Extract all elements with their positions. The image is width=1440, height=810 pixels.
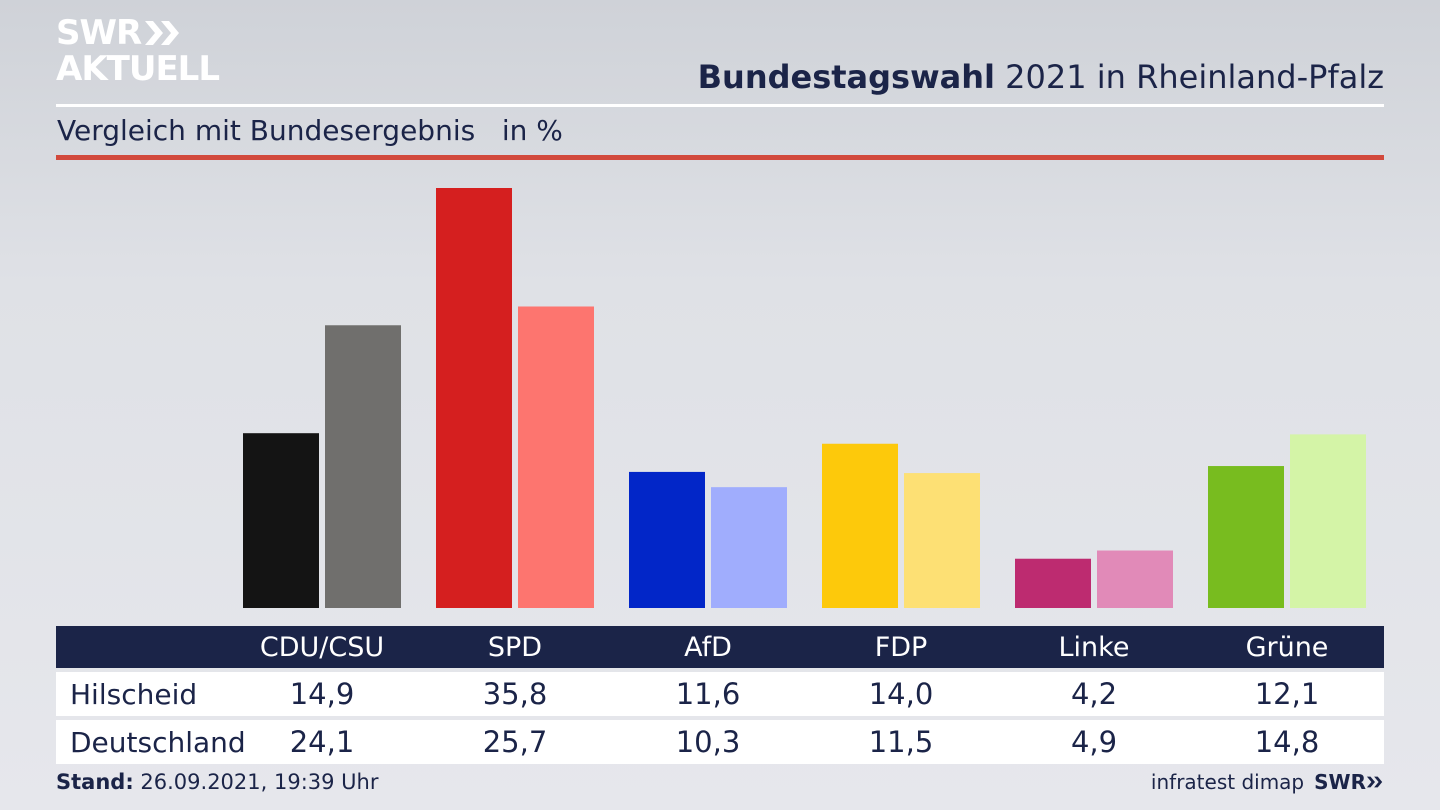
value-cell: 35,8	[482, 677, 548, 711]
swr-aktuell-logo: SWR AKTUELL	[56, 13, 220, 89]
accent-divider	[56, 155, 1384, 160]
value-cell: 4,2	[1070, 677, 1118, 711]
source-label: infratest dimap	[1150, 770, 1305, 794]
category-label: FDP	[874, 631, 928, 663]
value-cell: 4,9	[1070, 725, 1118, 759]
logo-aktuell-text: AKTUELL	[56, 49, 220, 89]
bar-fdp-hilscheid	[822, 443, 898, 608]
header-divider	[56, 104, 1384, 107]
bar-linke-deutschland	[1097, 550, 1173, 608]
chart-subtitle: Vergleich mit Bundesergebnis in %	[57, 114, 563, 147]
table-header: CDU/CSU SPD AfD FDP Linke Grüne	[56, 626, 1384, 668]
value-cell: 14,9	[289, 677, 355, 711]
bar-gr-ne-deutschland	[1290, 434, 1366, 608]
value-cell: 14,0	[868, 677, 934, 711]
title-rest: 2021 in Rheinland-Pfalz	[995, 58, 1384, 96]
bar-linke-hilscheid	[1015, 558, 1091, 608]
stand-value: 26.09.2021, 19:39 Uhr	[133, 770, 379, 794]
title-bold: Bundestagswahl	[697, 58, 995, 96]
footer-swr-text: SWR	[1314, 770, 1366, 794]
value-cell: 10,3	[675, 725, 741, 759]
row-label-deutschland: Deutschland	[70, 725, 246, 759]
bar-cdu-csu-deutschland	[325, 325, 401, 608]
value-cell: 24,1	[289, 725, 355, 759]
double-chevron-icon	[145, 21, 180, 45]
bar-afd-deutschland	[711, 487, 787, 608]
value-cell: 11,6	[675, 677, 741, 711]
bar-afd-hilscheid	[629, 471, 705, 608]
category-label: SPD	[487, 631, 543, 663]
table-row-deutschland: Deutschland 24,1 25,7 10,3 11,5 4,9 14,8	[56, 720, 1384, 764]
value-cell: 11,5	[868, 725, 934, 759]
table-row-hilscheid: Hilscheid 14,9 35,8 11,6 14,0 4,2 12,1	[56, 672, 1384, 716]
value-cell: 25,7	[482, 725, 548, 759]
bar-spd-hilscheid	[436, 188, 512, 608]
bar-cdu-csu-hilscheid	[243, 433, 319, 608]
results-table: CDU/CSU SPD AfD FDP Linke Grüne Hilscheid 14,…	[56, 626, 1384, 764]
value-cell: 12,1	[1254, 677, 1320, 711]
bar-spd-deutschland	[518, 306, 594, 608]
bar-gr-ne-hilscheid	[1208, 466, 1284, 608]
logo-swr-text: SWR	[56, 13, 142, 53]
footer-source: infratest dimap SWR	[1151, 770, 1384, 794]
timestamp: Stand: 26.09.2021, 19:39 Uhr	[56, 770, 379, 794]
category-label: CDU/CSU	[259, 631, 385, 663]
stand-label: Stand:	[56, 770, 134, 794]
row-label-hilscheid: Hilscheid	[70, 677, 198, 711]
footer-chevron-icon	[1366, 776, 1383, 788]
bar-fdp-deutschland	[904, 473, 980, 608]
footer-swr-logo: SWR	[1314, 770, 1384, 794]
page-title: Bundestagswahl 2021 in Rheinland-Pfalz	[698, 58, 1384, 96]
category-label: Grüne	[1245, 631, 1329, 663]
category-label: AfD	[684, 631, 732, 663]
value-cell: 14,8	[1254, 725, 1320, 759]
category-label: Linke	[1058, 631, 1130, 663]
